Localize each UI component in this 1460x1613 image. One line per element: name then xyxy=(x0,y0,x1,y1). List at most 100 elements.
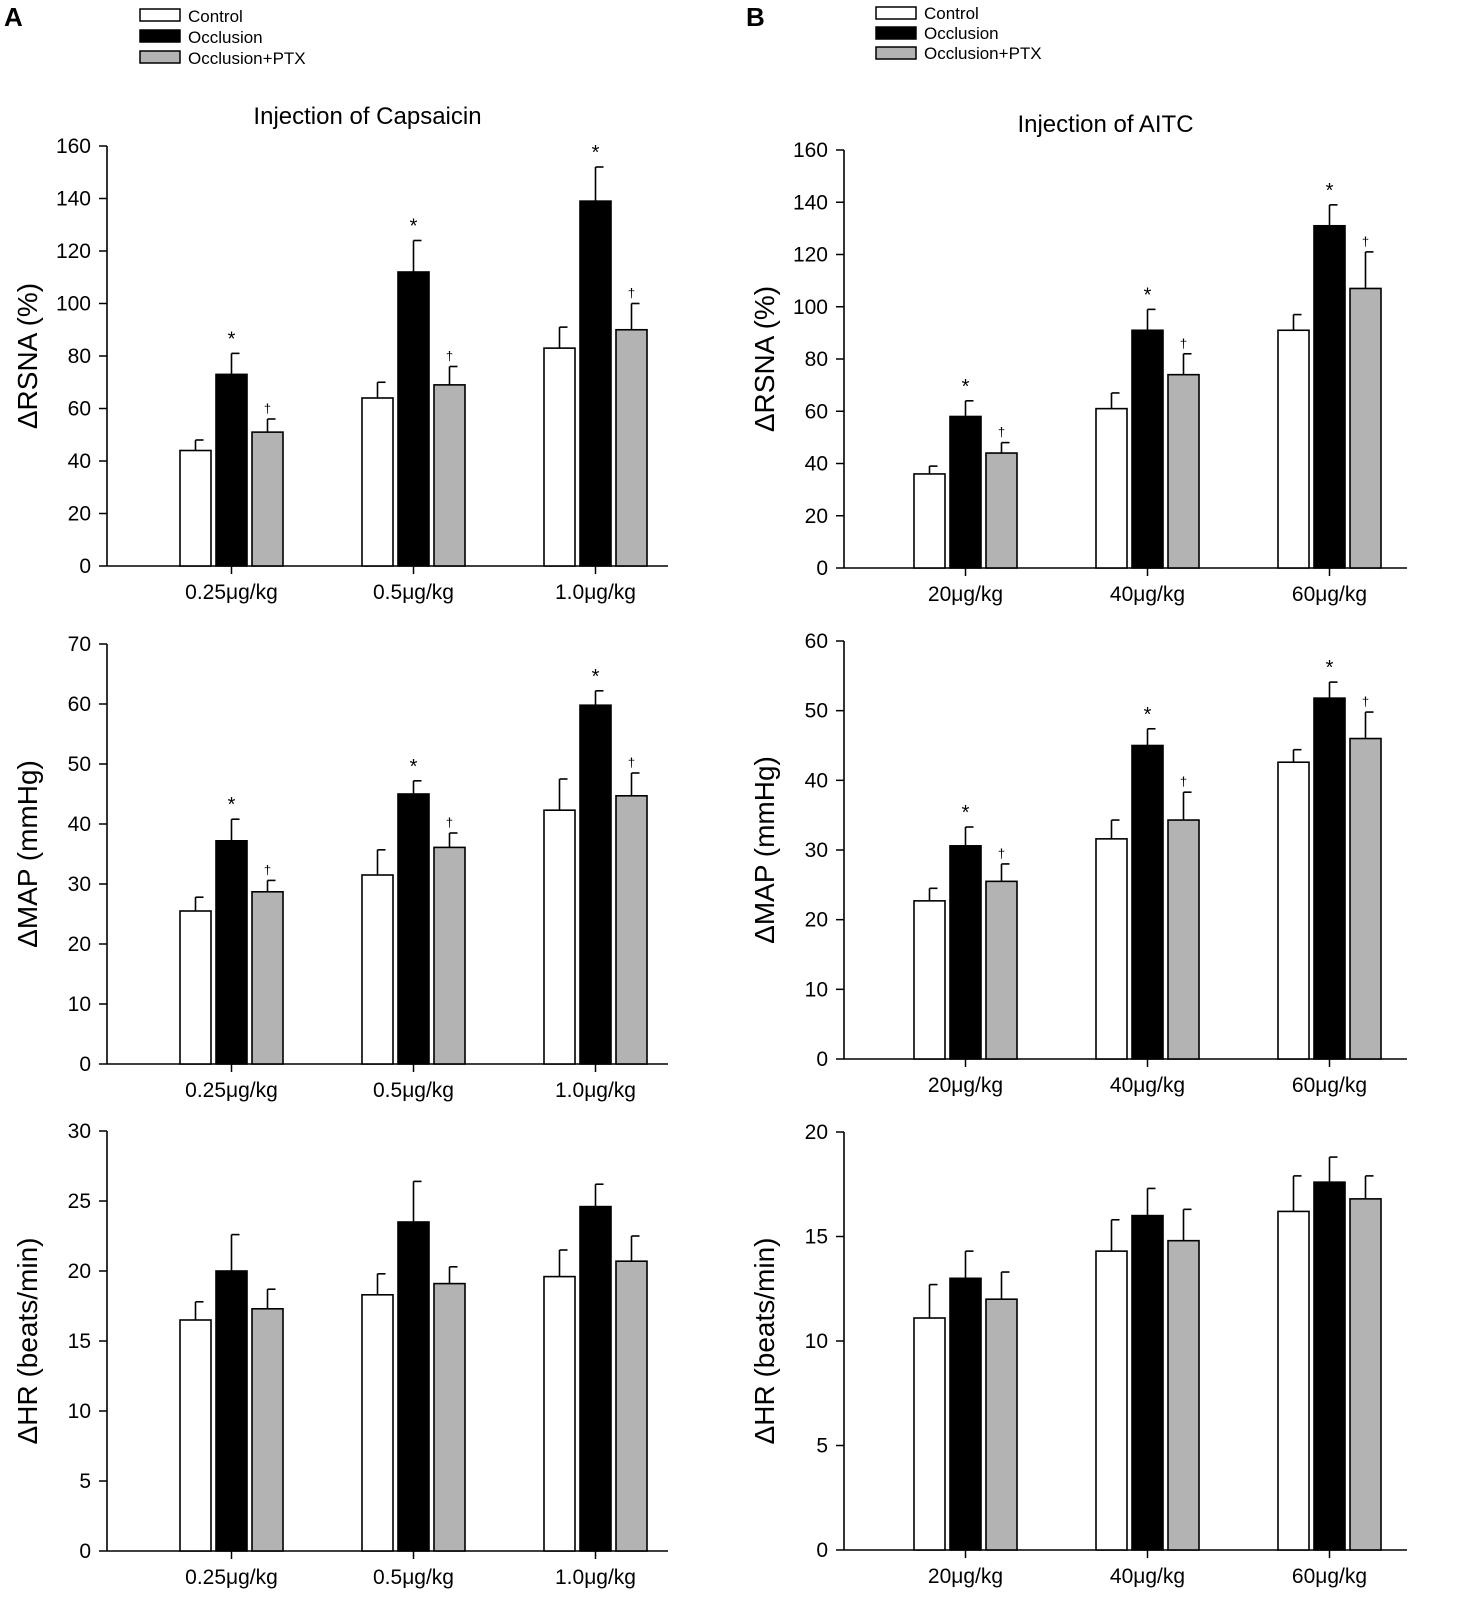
chart-title: Injection of AITC xyxy=(1017,111,1193,138)
bar-control-1 xyxy=(179,910,212,1065)
bar-occlusion-ptx-3 xyxy=(1349,1198,1382,1551)
y-tick-label: 10 xyxy=(68,993,91,1016)
significance-star: * xyxy=(1144,704,1152,726)
significance-star: * xyxy=(228,794,236,816)
bar-occlusion-3 xyxy=(1313,224,1346,569)
y-axis-title: ΔMAP (mmHg) xyxy=(749,756,780,944)
bar-occlusion-2 xyxy=(397,1221,430,1552)
chart-title: Injection of Capsaicin xyxy=(253,103,481,130)
bar-occlusion-1 xyxy=(215,373,248,567)
figure-header: A B Control Occlusion Occlusion+PTX Cont… xyxy=(4,2,1042,68)
bar-control-3 xyxy=(1277,761,1310,1060)
significance-dagger: † xyxy=(264,862,271,877)
x-tick-label: 0.25μg/kg xyxy=(185,1079,278,1102)
y-tick-label: 30 xyxy=(68,873,91,896)
bar-control-1 xyxy=(179,1319,212,1552)
y-axis-title: ΔHR (beats/min) xyxy=(12,1238,43,1445)
bar-control-1 xyxy=(913,1317,946,1551)
legend-swatch-occlusion xyxy=(875,26,917,40)
bar-control-2 xyxy=(1095,838,1128,1060)
y-tick-label: 10 xyxy=(68,1400,91,1423)
panel-letter-a: A xyxy=(4,2,23,32)
x-tick-label: 40μg/kg xyxy=(1110,1565,1185,1588)
y-tick-label: 0 xyxy=(816,1539,828,1562)
y-tick-label: 100 xyxy=(793,296,828,319)
bar-control-1 xyxy=(913,473,946,569)
y-axis-title: ΔHR (beats/min) xyxy=(749,1238,780,1445)
bar-control-3 xyxy=(1277,329,1310,569)
x-tick-label: 60μg/kg xyxy=(1292,583,1367,606)
legend-swatch-occlusion-ptx xyxy=(139,50,181,64)
significance-dagger: † xyxy=(446,349,453,364)
bar-occlusion-ptx-2 xyxy=(1167,819,1200,1060)
bar-occlusion-ptx-1 xyxy=(985,1298,1018,1551)
bar-control-2 xyxy=(361,1294,394,1552)
y-tick-label: 100 xyxy=(56,293,91,316)
bar-occlusion-3 xyxy=(579,704,612,1065)
y-tick-label: 160 xyxy=(56,135,91,158)
significance-dagger: † xyxy=(628,755,635,770)
chart-a2: 0 10 20 30 40 50 60 70 ΔMAP (mmHg) 0.25μg/kg 0.5μg… xyxy=(12,633,668,1102)
x-tick-label: 60μg/kg xyxy=(1292,1565,1367,1588)
y-tick-label: 60 xyxy=(805,400,828,423)
legend-label-control: Control xyxy=(924,4,979,23)
bar-occlusion-3 xyxy=(1313,697,1346,1060)
bar-occlusion-2 xyxy=(397,793,430,1065)
significance-dagger: † xyxy=(998,425,1005,440)
bar-occlusion-ptx-2 xyxy=(1167,373,1200,569)
y-axis-title: ΔRSNA (%) xyxy=(12,283,43,429)
legend-label-occlusion: Occlusion xyxy=(924,24,999,43)
significance-star: * xyxy=(592,142,600,164)
significance-dagger: † xyxy=(1362,694,1369,709)
chart-a1: Injection of Capsaicin 0 20 40 60 80 100 120 140… xyxy=(12,103,668,604)
legend-b: Control Occlusion Occlusion+PTX xyxy=(875,4,1042,63)
bar-occlusion-ptx-2 xyxy=(433,384,466,567)
legend-label-occlusion-ptx: Occlusion+PTX xyxy=(924,44,1042,63)
bar-occlusion-ptx-3 xyxy=(615,794,648,1065)
bar-occlusion-3 xyxy=(579,200,612,567)
legend-label-occlusion: Occlusion xyxy=(188,28,263,47)
legend-swatch-control xyxy=(875,6,917,20)
y-tick-label: 20 xyxy=(68,1260,91,1283)
bar-control-3 xyxy=(543,1275,576,1552)
bar-occlusion-1 xyxy=(215,1270,248,1552)
y-tick-label: 30 xyxy=(805,839,828,862)
y-tick-label: 20 xyxy=(68,503,91,526)
y-tick-label: 60 xyxy=(68,398,91,421)
bar-control-2 xyxy=(1095,1250,1128,1551)
x-tick-label: 20μg/kg xyxy=(928,1565,1003,1588)
bar-control-2 xyxy=(1095,407,1128,569)
y-tick-label: 70 xyxy=(68,633,91,656)
significance-dagger: † xyxy=(998,846,1005,861)
y-tick-label: 40 xyxy=(805,453,828,476)
bar-occlusion-2 xyxy=(1131,1214,1164,1551)
y-tick-label: 25 xyxy=(68,1190,91,1213)
legend-label-occlusion-ptx: Occlusion+PTX xyxy=(188,49,306,68)
y-tick-label: 40 xyxy=(68,450,91,473)
bar-occlusion-ptx-2 xyxy=(433,1282,466,1552)
bar-occlusion-ptx-3 xyxy=(615,328,648,567)
bar-control-3 xyxy=(543,347,576,567)
y-tick-label: 5 xyxy=(816,1435,828,1458)
y-tick-label: 40 xyxy=(68,813,91,836)
significance-dagger: † xyxy=(1180,336,1187,351)
significance-dagger: † xyxy=(264,401,271,416)
significance-star: * xyxy=(1144,284,1152,306)
significance-dagger: † xyxy=(1180,774,1187,789)
x-tick-label: 0.25μg/kg xyxy=(185,1566,278,1589)
x-tick-label: 1.0μg/kg xyxy=(555,1079,636,1102)
y-tick-label: 140 xyxy=(56,188,91,211)
bar-occlusion-ptx-2 xyxy=(433,846,466,1065)
significance-star: * xyxy=(592,666,600,688)
y-tick-label: 0 xyxy=(816,557,828,580)
panel-letter-b: B xyxy=(746,2,765,32)
charts: Injection of Capsaicin020406080100120140… xyxy=(12,103,1407,1589)
y-tick-label: 50 xyxy=(68,753,91,776)
bar-occlusion-ptx-3 xyxy=(1349,287,1382,569)
bar-control-3 xyxy=(1277,1210,1310,1551)
significance-star: * xyxy=(962,802,970,824)
significance-star: * xyxy=(228,328,236,350)
bar-occlusion-ptx-3 xyxy=(615,1260,648,1552)
y-tick-label: 20 xyxy=(805,909,828,932)
